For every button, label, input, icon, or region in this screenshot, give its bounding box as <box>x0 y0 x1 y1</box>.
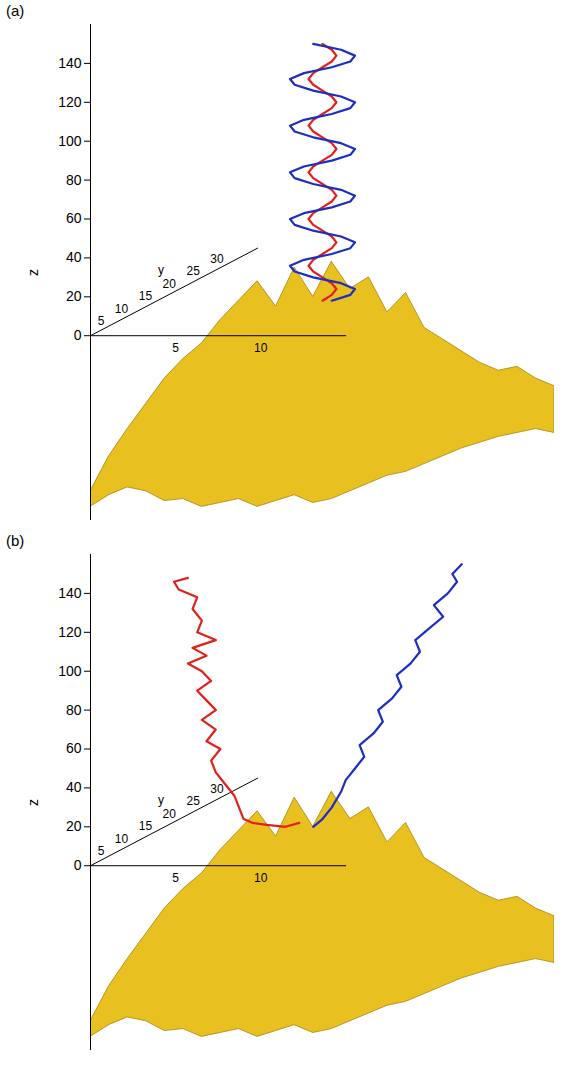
svg-text:120: 120 <box>58 624 82 640</box>
svg-text:10: 10 <box>115 302 129 316</box>
svg-text:100: 100 <box>58 133 82 149</box>
svg-text:y: y <box>158 793 164 807</box>
svg-text:5: 5 <box>98 314 105 328</box>
svg-text:5: 5 <box>98 844 105 858</box>
svg-text:10: 10 <box>254 341 268 355</box>
svg-text:60: 60 <box>66 740 82 756</box>
svg-text:0: 0 <box>74 857 82 873</box>
svg-text:15: 15 <box>139 819 153 833</box>
svg-text:40: 40 <box>66 249 82 265</box>
svg-text:20: 20 <box>66 288 82 304</box>
svg-text:z: z <box>25 269 41 276</box>
svg-text:5: 5 <box>172 871 179 885</box>
svg-text:140: 140 <box>58 585 82 601</box>
svg-text:25: 25 <box>186 794 200 808</box>
svg-text:80: 80 <box>66 702 82 718</box>
svg-text:40: 40 <box>66 779 82 795</box>
svg-text:20: 20 <box>66 818 82 834</box>
svg-text:y: y <box>158 263 164 277</box>
svg-text:25: 25 <box>186 264 200 278</box>
svg-text:20: 20 <box>163 807 177 821</box>
svg-text:120: 120 <box>58 94 82 110</box>
svg-text:100: 100 <box>58 663 82 679</box>
svg-text:30: 30 <box>210 782 224 796</box>
svg-text:140: 140 <box>58 55 82 71</box>
svg-text:0: 0 <box>74 327 82 343</box>
svg-text:20: 20 <box>163 277 177 291</box>
svg-text:5: 5 <box>172 341 179 355</box>
svg-text:60: 60 <box>66 210 82 226</box>
svg-text:10: 10 <box>254 871 268 885</box>
svg-text:z: z <box>25 799 41 806</box>
svg-text:10: 10 <box>115 832 129 846</box>
svg-text:15: 15 <box>139 289 153 303</box>
html-text:(a): (a) <box>6 2 25 19</box>
html-text:(b): (b) <box>6 532 25 549</box>
svg-text:30: 30 <box>210 252 224 266</box>
svg-text:80: 80 <box>66 172 82 188</box>
